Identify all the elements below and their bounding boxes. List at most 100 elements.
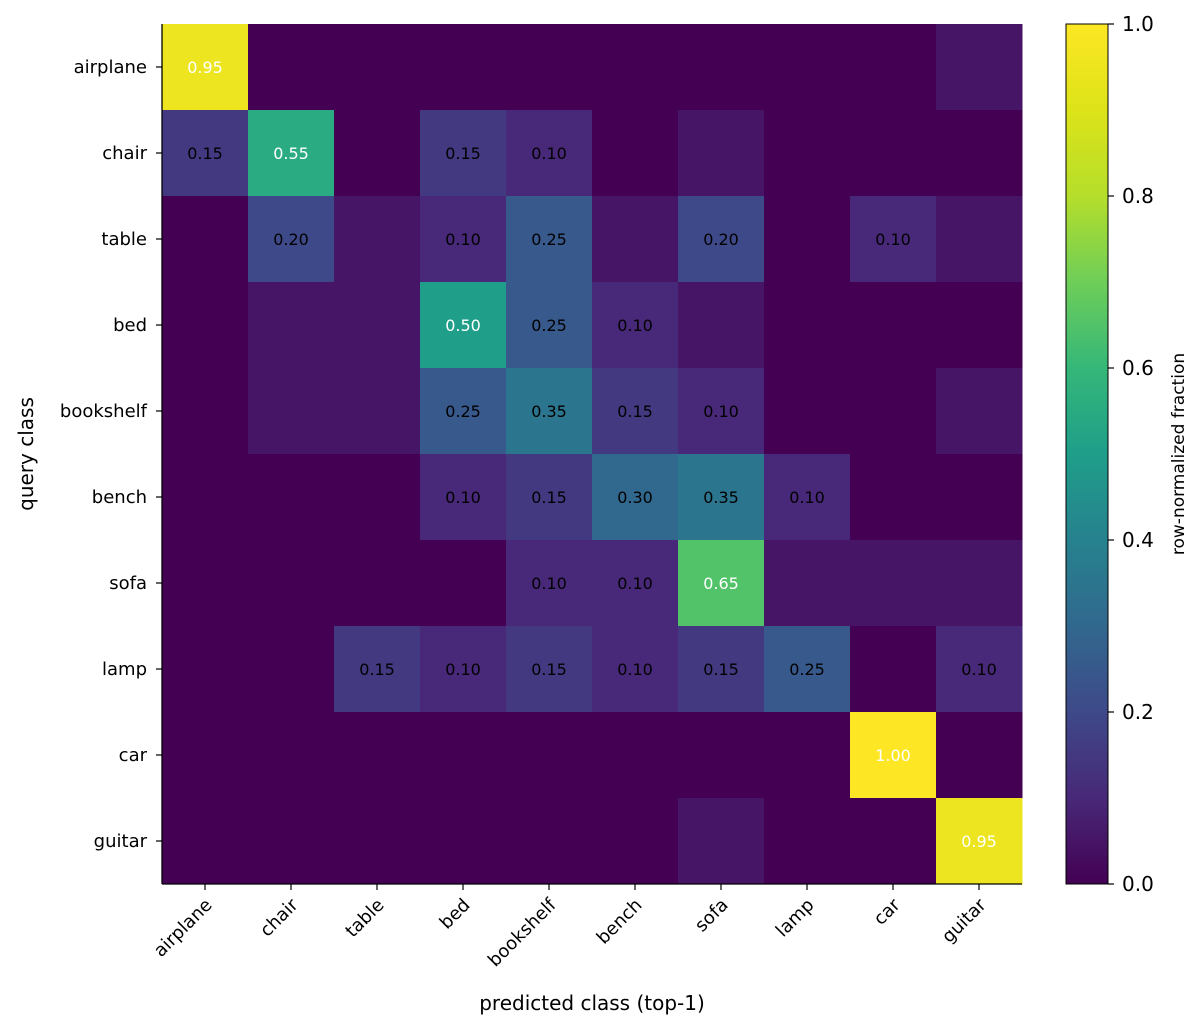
cell-value-label: 0.30 [617, 488, 653, 507]
heatmap-cell-car-bed [420, 712, 507, 799]
cell-value-label: 0.10 [531, 144, 567, 163]
heatmap-cell-guitar-bed [420, 798, 507, 885]
heatmap-cell-sofa-table [334, 540, 421, 627]
heatmap-cell-airplane-lamp [764, 24, 851, 111]
heatmap-cell-guitar-sofa [678, 798, 765, 885]
heatmap-cell-sofa-guitar [936, 540, 1023, 627]
heatmap-cell-lamp-chair [248, 626, 335, 713]
heatmap-cell-bench-bookshelf [506, 454, 593, 541]
y-tick-label-car: car [119, 745, 148, 766]
heatmap-cell-labels: 0.95 0.15 0.55 0.15 0.10 0.20 0.10 0.25 0.20 0.10… [187, 58, 997, 851]
heatmap-cell-bench-chair [248, 454, 335, 541]
colorbar-tick-label: 1.0 [1122, 12, 1154, 36]
heatmap-cell-bed-airplane [162, 282, 249, 369]
heatmap-cell-bed-table [334, 282, 421, 369]
heatmap-cell-bookshelf-sofa [678, 368, 765, 455]
heatmap-cell-airplane-bench [592, 24, 679, 111]
colorbar-tick-label: 0.0 [1122, 872, 1154, 896]
heatmap-cell-chair-airplane [162, 110, 249, 197]
y-tick-label-bed: bed [113, 315, 147, 336]
heatmap-cell-guitar-airplane [162, 798, 249, 885]
cell-value-label: 0.10 [789, 488, 825, 507]
heatmap-cell-lamp-table [334, 626, 421, 713]
heatmap-cell-car-table [334, 712, 421, 799]
heatmap-cell-lamp-bed [420, 626, 507, 713]
y-tick-label-airplane: airplane [74, 57, 147, 78]
cell-value-label: 0.25 [531, 230, 567, 249]
x-tick-label-bookshelf: bookshelf [484, 894, 561, 971]
y-axis-label: query class [14, 397, 38, 511]
colorbar [1065, 23, 1109, 885]
colorbar-tick-label: 0.8 [1122, 184, 1154, 208]
cell-value-label: 0.10 [617, 574, 653, 593]
cell-value-label: 0.15 [617, 402, 653, 421]
heatmap-cell-bookshelf-airplane [162, 368, 249, 455]
heatmap-cell-bookshelf-guitar [936, 368, 1023, 455]
cell-value-label: 0.50 [445, 316, 481, 335]
y-tick-label-guitar: guitar [94, 831, 148, 852]
heatmap-cell-bed-bookshelf [506, 282, 593, 369]
heatmap-cell-sofa-bed [420, 540, 507, 627]
heatmap-cell-bookshelf-lamp [764, 368, 851, 455]
cell-value-label: 0.15 [445, 144, 481, 163]
cell-value-label: 0.10 [875, 230, 911, 249]
heatmap-cell-sofa-lamp [764, 540, 851, 627]
cell-value-label: 0.10 [617, 316, 653, 335]
cell-value-label: 0.15 [531, 660, 567, 679]
cell-value-label: 0.10 [445, 660, 481, 679]
cell-value-label: 0.25 [445, 402, 481, 421]
x-tick-label-bench: bench [593, 895, 647, 949]
heatmap-cell-table-car [850, 196, 937, 283]
heatmap-cell-guitar-bench [592, 798, 679, 885]
cell-value-label: 0.95 [961, 832, 997, 851]
heatmap-cell-guitar-guitar [936, 798, 1023, 885]
y-tick-label-chair: chair [102, 143, 147, 164]
colorbar-label: row-normalized fraction [1169, 353, 1189, 555]
colorbar-tick-label: 0.4 [1122, 528, 1154, 552]
cell-value-label: 0.65 [703, 574, 739, 593]
heatmap-cell-airplane-chair [248, 24, 335, 111]
cell-value-label: 0.15 [359, 660, 395, 679]
cell-value-label: 0.10 [617, 660, 653, 679]
heatmap-cell-airplane-guitar [936, 24, 1023, 111]
heatmap-cell-bench-bed [420, 454, 507, 541]
x-tick-label-lamp: lamp [772, 895, 819, 942]
x-tick-label-bed: bed [436, 895, 475, 934]
heatmap-cell-guitar-car [850, 798, 937, 885]
heatmap-cell-chair-chair [248, 110, 335, 197]
y-tick-label-sofa: sofa [109, 573, 147, 594]
heatmap-cell-table-bed [420, 196, 507, 283]
cell-value-label: 0.15 [187, 144, 223, 163]
heatmap-cell-chair-bed [420, 110, 507, 197]
heatmap-cell-bed-lamp [764, 282, 851, 369]
heatmap-cell-airplane-sofa [678, 24, 765, 111]
heatmap-cell-bench-guitar [936, 454, 1023, 541]
heatmap-cell-bench-table [334, 454, 421, 541]
x-tick-label-car: car [870, 894, 905, 929]
cell-value-label: 0.95 [187, 58, 223, 77]
heatmap-cell-sofa-bookshelf [506, 540, 593, 627]
x-axis-label: predicted class (top-1) [479, 991, 705, 1015]
heatmap-cell-sofa-bench [592, 540, 679, 627]
heatmap-cell-car-bench [592, 712, 679, 799]
heatmap-cell-airplane-bookshelf [506, 24, 593, 111]
heatmap-cell-table-guitar [936, 196, 1023, 283]
heatmap-cell-car-airplane [162, 712, 249, 799]
cell-value-label: 0.20 [273, 230, 309, 249]
y-tick-label-bookshelf: bookshelf [60, 401, 148, 422]
cell-value-label: 0.15 [531, 488, 567, 507]
heatmap-cell-airplane-airplane [162, 24, 249, 111]
cell-value-label: 0.10 [531, 574, 567, 593]
x-tick-label-guitar: guitar [938, 894, 991, 947]
cell-value-label: 0.55 [273, 144, 309, 163]
heatmap-cell-chair-guitar [936, 110, 1023, 197]
heatmap-cell-bookshelf-car [850, 368, 937, 455]
heatmap-cells [162, 24, 1023, 885]
heatmap-cell-car-bookshelf [506, 712, 593, 799]
heatmap-cell-bed-car [850, 282, 937, 369]
y-axis-ticks: airplane chair table bed bookshelf bench sofa l… [60, 57, 162, 852]
heatmap-cell-lamp-car [850, 626, 937, 713]
y-tick-label-lamp: lamp [102, 659, 147, 680]
heatmap-cell-bench-car [850, 454, 937, 541]
